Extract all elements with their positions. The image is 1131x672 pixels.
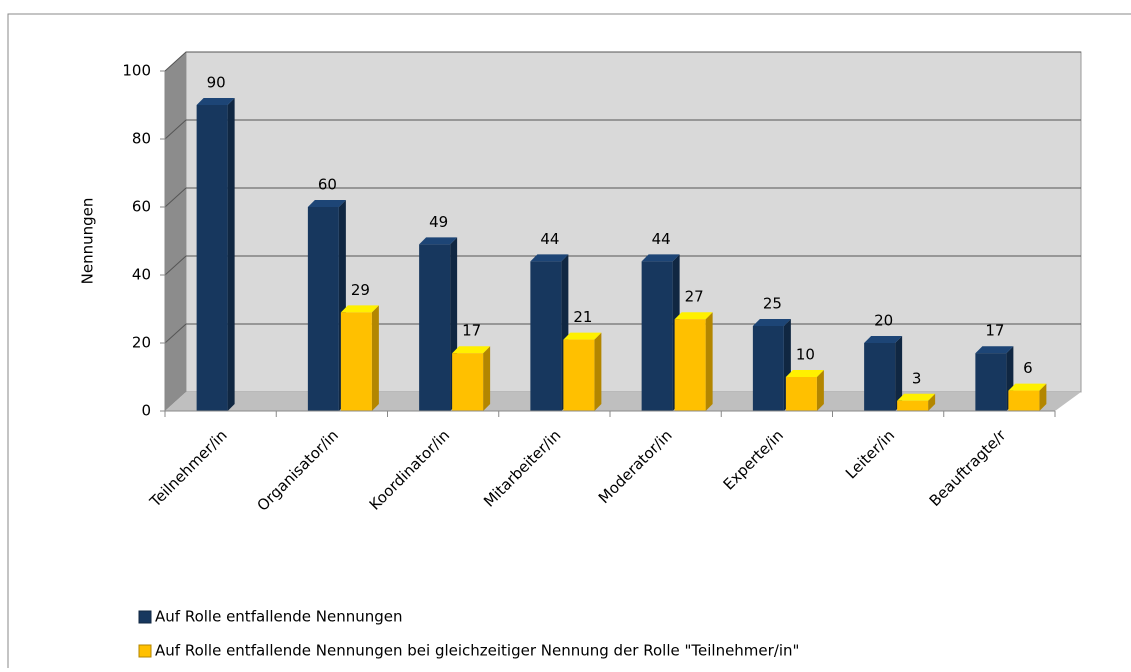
data-label: 60 <box>318 176 337 194</box>
bar <box>452 353 484 411</box>
bar <box>196 105 228 411</box>
data-label: 3 <box>912 369 922 387</box>
bar <box>419 244 451 411</box>
grid-line-side <box>164 51 187 72</box>
bars <box>196 98 1047 411</box>
bar-top <box>785 370 824 377</box>
bar-side <box>371 305 379 411</box>
y-tick-label: 0 <box>141 402 151 420</box>
bar <box>752 326 784 411</box>
data-label: 6 <box>1023 359 1033 377</box>
bar <box>530 261 562 411</box>
y-tick-label: 100 <box>122 62 151 80</box>
data-label: 49 <box>429 213 448 231</box>
bar <box>641 261 673 411</box>
bar <box>785 377 817 411</box>
bar-side <box>1039 383 1047 411</box>
grid-line-side <box>164 255 187 276</box>
data-label: 90 <box>207 74 226 92</box>
data-label: 17 <box>985 322 1004 340</box>
bar-side <box>705 312 713 411</box>
y-tick-label: 60 <box>132 198 151 216</box>
y-tick-label: 40 <box>132 266 151 284</box>
legend-swatch <box>138 644 152 658</box>
bar-top <box>1008 383 1047 391</box>
data-label: 17 <box>462 322 481 340</box>
bar-top <box>674 312 713 320</box>
bar <box>674 319 706 411</box>
data-label: 44 <box>652 230 671 248</box>
bar-top <box>975 346 1014 354</box>
bar-top <box>641 254 680 262</box>
bar-side <box>928 393 936 411</box>
bar-top <box>419 237 458 245</box>
data-label: 21 <box>573 308 592 326</box>
legend-label: Auf Rolle entfallende Nennungen <box>155 608 403 626</box>
data-label: 10 <box>796 346 815 364</box>
bar-top <box>340 305 379 313</box>
data-label: 20 <box>874 312 893 330</box>
bar <box>897 400 929 411</box>
bar-top <box>452 346 491 354</box>
grid-line-side <box>164 187 187 208</box>
data-label: 25 <box>763 295 782 313</box>
bar-side <box>227 98 235 411</box>
y-axis-title: Nennungen <box>79 198 97 285</box>
bar <box>1008 390 1040 411</box>
bar-top <box>563 332 602 340</box>
bar-side <box>816 370 824 411</box>
bar-top <box>897 393 936 401</box>
side-wall <box>165 52 186 411</box>
bar-top <box>864 336 903 343</box>
y-tick-label: 20 <box>132 334 151 352</box>
bar <box>864 343 896 411</box>
bar-side <box>483 346 491 411</box>
floor <box>165 392 1081 411</box>
bar-side <box>895 336 903 411</box>
bar <box>563 339 595 411</box>
legend-swatch <box>138 610 152 624</box>
bar <box>307 207 339 411</box>
legend-label: Auf Rolle entfallende Nennungen bei glei… <box>155 642 799 660</box>
bar-top <box>752 319 791 326</box>
bar <box>975 353 1007 411</box>
bar-top <box>530 254 569 262</box>
bar-side <box>594 332 602 411</box>
y-tick-label: 80 <box>132 130 151 148</box>
bar-top <box>307 200 346 207</box>
data-label: 29 <box>351 281 370 299</box>
data-label: 27 <box>685 288 704 306</box>
grid-line-side <box>164 119 187 140</box>
bar-top <box>196 98 235 105</box>
data-label: 44 <box>540 230 559 248</box>
grid-line-side <box>164 323 187 344</box>
bar <box>340 312 372 411</box>
